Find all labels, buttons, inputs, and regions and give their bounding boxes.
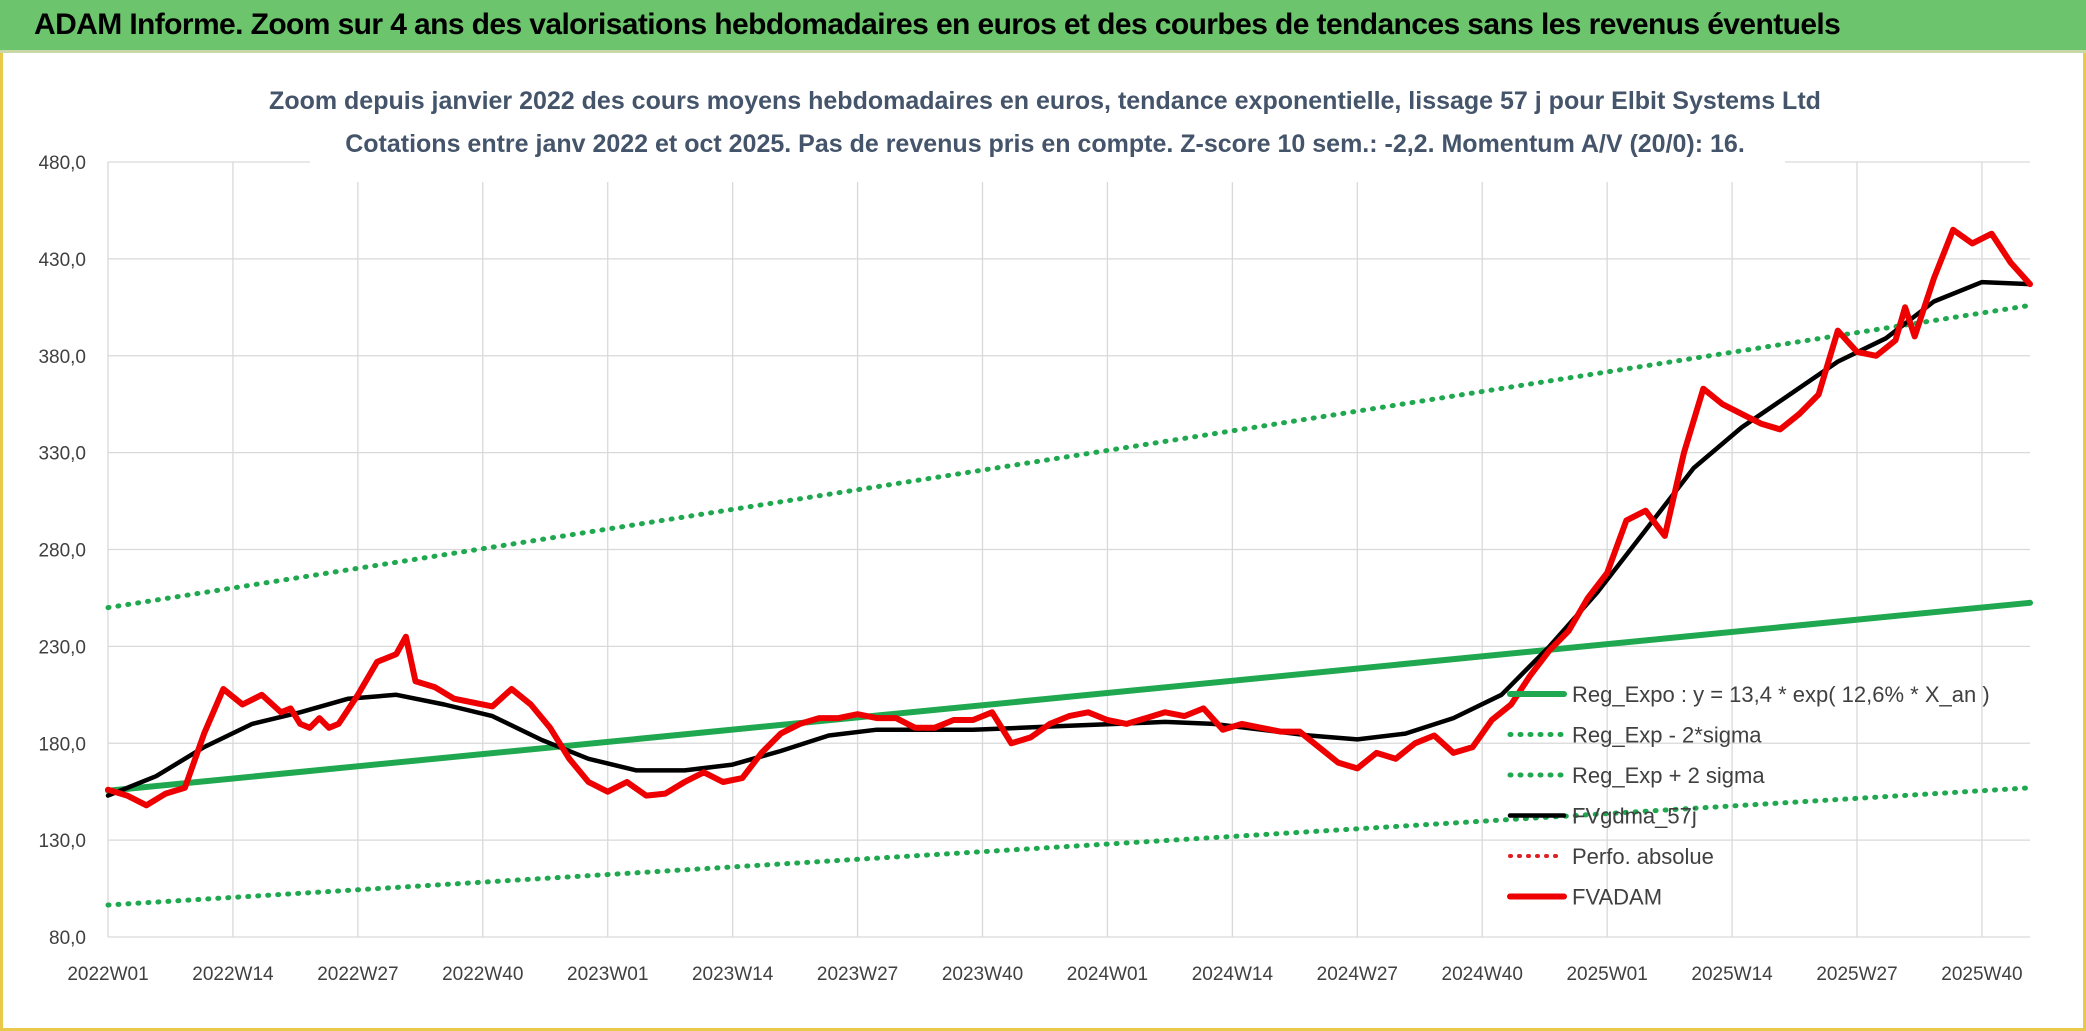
y-tick-label: 430,0 <box>38 250 86 271</box>
x-tick-label: 2022W14 <box>192 964 274 985</box>
gridlines <box>107 161 2030 938</box>
y-tick-label: 80,0 <box>49 928 86 949</box>
y-tick-label: 380,0 <box>38 347 86 368</box>
legend-label: FVgdma_57j <box>1572 804 1697 829</box>
y-axis-ticks: 80,0 130,0 180,0 230,0 280,0 330,0 380,0 430,0 4… <box>38 153 86 949</box>
x-tick-label: 2022W27 <box>317 964 398 985</box>
y-tick-label: 230,0 <box>38 637 86 658</box>
x-tick-label: 2024W40 <box>1442 964 1523 985</box>
x-tick-label: 2025W40 <box>1941 964 2022 985</box>
x-tick-label: 2023W01 <box>567 964 648 985</box>
x-tick-label: 2024W14 <box>1192 964 1274 985</box>
y-tick-label: 330,0 <box>38 444 86 465</box>
x-tick-label: 2023W14 <box>692 964 774 985</box>
x-axis-ticks: 2022W01 2022W14 2022W27 2022W40 2023W01 2023W… <box>67 964 2022 985</box>
chart-subtitle: Cotations entre janv 2022 et oct 2025. P… <box>345 130 1745 158</box>
legend-label: Reg_Exp + 2 sigma <box>1572 763 1765 788</box>
title-backdrop <box>310 148 1785 182</box>
x-tick-label: 2024W01 <box>1067 964 1148 985</box>
legend-label: Reg_Expo : y = 13,4 * exp( 12,6% * X_an … <box>1572 682 1990 707</box>
fvadam-line <box>105 226 2033 809</box>
reg-exp-minus-2sigma-line <box>105 785 2033 908</box>
y-tick-label: 480,0 <box>38 153 86 174</box>
reg-exp-plus-2sigma-line <box>105 302 2033 611</box>
x-tick-label: 2025W27 <box>1816 964 1897 985</box>
x-tick-label: 2024W27 <box>1317 964 1398 985</box>
x-tick-label: 2023W27 <box>817 964 898 985</box>
legend: Reg_Expo : y = 13,4 * exp( 12,6% * X_an … <box>1507 682 1990 910</box>
chart-title: Zoom depuis janvier 2022 des cours moyen… <box>269 87 1821 115</box>
x-tick-label: 2025W14 <box>1691 964 1773 985</box>
fvgdma-57j-line <box>105 279 2033 798</box>
chart-frame <box>0 53 2086 1031</box>
legend-label: Reg_Exp - 2*sigma <box>1572 723 1762 748</box>
y-tick-label: 180,0 <box>38 734 86 755</box>
x-tick-label: 2023W40 <box>942 964 1023 985</box>
reg-expo-line <box>105 599 2033 794</box>
report-banner: ADAM Informe. Zoom sur 4 ans des valoris… <box>0 0 2086 53</box>
x-tick-label: 2022W40 <box>442 964 523 985</box>
y-tick-label: 280,0 <box>38 541 86 562</box>
legend-label: FVADAM <box>1572 885 1662 910</box>
legend-label: Perfo. absolue <box>1572 844 1714 869</box>
series-lines <box>105 226 2033 908</box>
x-tick-label: 2025W01 <box>1566 964 1647 985</box>
x-tick-label: 2022W01 <box>67 964 148 985</box>
y-tick-label: 130,0 <box>38 831 86 852</box>
report-title: ADAM Informe. Zoom sur 4 ans des valoris… <box>34 8 1841 41</box>
